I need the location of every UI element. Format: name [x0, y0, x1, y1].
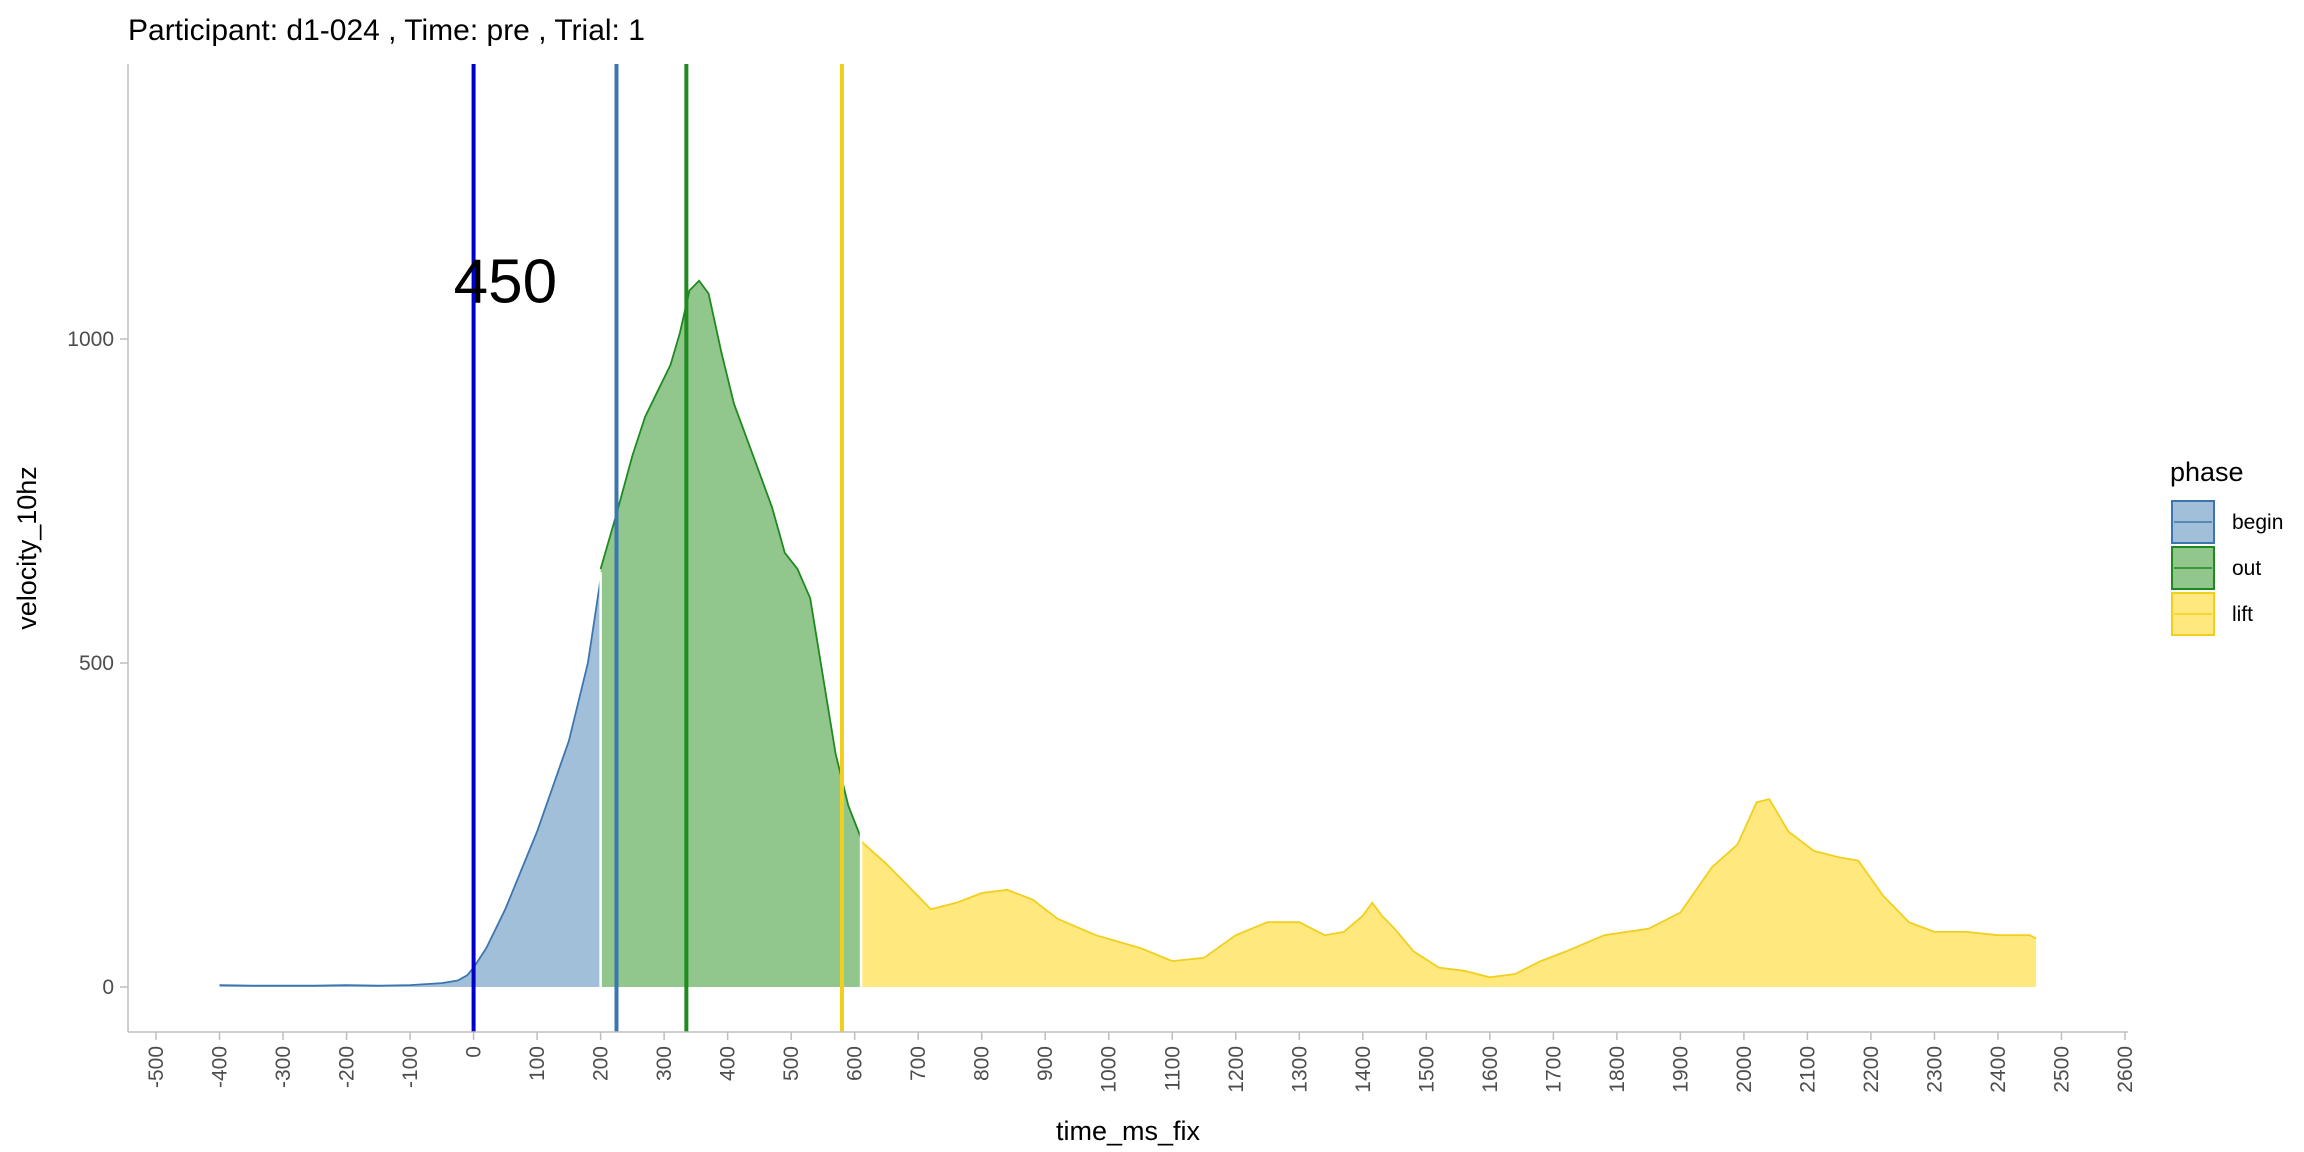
x-tick-label: -300: [272, 1046, 295, 1088]
x-tick-label: 0: [463, 1046, 486, 1058]
x-tick-label: 2400: [1987, 1046, 2010, 1093]
area-lift: [861, 799, 2037, 987]
line-out: [599, 279, 862, 839]
y-axis-ticks: 0 500 1000: [67, 328, 128, 999]
x-tick-label: 1900: [1669, 1046, 1692, 1093]
y-axis-title: velocity_10hz: [12, 466, 42, 630]
x-tick-label: 900: [1034, 1046, 1057, 1081]
legend-label-out: out: [2232, 557, 2261, 580]
x-tick-label: 2500: [2050, 1046, 2073, 1093]
x-tick-label: 1400: [1352, 1046, 1375, 1093]
vertical-lines: [471, 64, 844, 1032]
legend-label-lift: lift: [2232, 603, 2253, 626]
x-tick-label: 1000: [1098, 1046, 1121, 1093]
annotation-label: 450: [454, 248, 557, 317]
x-tick-label: 500: [780, 1046, 803, 1081]
line-lift: [860, 798, 2037, 979]
line-begin: [219, 578, 602, 987]
x-tick-label: 1500: [1415, 1046, 1438, 1093]
x-tick-label: 400: [717, 1046, 740, 1081]
area-begin: [219, 578, 601, 987]
x-tick-label: 1200: [1225, 1046, 1248, 1093]
x-tick-label: -400: [209, 1046, 232, 1088]
x-axis-title: time_ms_fix: [1056, 1116, 1201, 1146]
x-tick-label: 2600: [2114, 1046, 2137, 1093]
x-tick-label: 700: [907, 1046, 930, 1081]
legend-label-begin: begin: [2232, 511, 2283, 534]
x-tick-label: 1300: [1288, 1046, 1311, 1093]
x-tick-label: 2200: [1860, 1046, 1883, 1093]
area-out: [600, 280, 861, 987]
x-tick-label: 600: [844, 1046, 867, 1081]
x-tick-label: 1100: [1161, 1046, 1184, 1091]
x-tick-label: 100: [526, 1046, 549, 1081]
x-tick-label: 1600: [1479, 1046, 1502, 1093]
x-tick-label: 300: [653, 1046, 676, 1081]
legend-title: phase: [2170, 457, 2244, 487]
series-areas: [219, 279, 2037, 987]
x-tick-label: 2100: [1796, 1046, 1819, 1093]
x-tick-label: 2300: [1923, 1046, 1946, 1093]
y-tick-label: 0: [102, 976, 114, 999]
y-tick-label: 1000: [67, 328, 114, 351]
x-tick-label: 800: [971, 1046, 994, 1081]
x-tick-label: 200: [590, 1046, 613, 1081]
x-tick-label: 1800: [1606, 1046, 1629, 1093]
x-tick-label: -500: [145, 1046, 168, 1088]
legend: phase begin out lift: [2170, 457, 2283, 636]
annotations: 450: [454, 248, 557, 317]
x-tick-label: 1700: [1542, 1046, 1565, 1093]
x-tick-label: 2000: [1733, 1046, 1756, 1093]
x-tick-label: -100: [399, 1046, 422, 1088]
x-tick-label: -200: [336, 1046, 359, 1088]
y-tick-label: 500: [79, 652, 114, 675]
x-axis-ticks: -500 -400 -300 -200 -100 0 100 200 300 400 500 600 7…: [145, 1032, 2137, 1093]
chart-title: Participant: d1-024 , Time: pre , Trial:…: [128, 14, 645, 47]
